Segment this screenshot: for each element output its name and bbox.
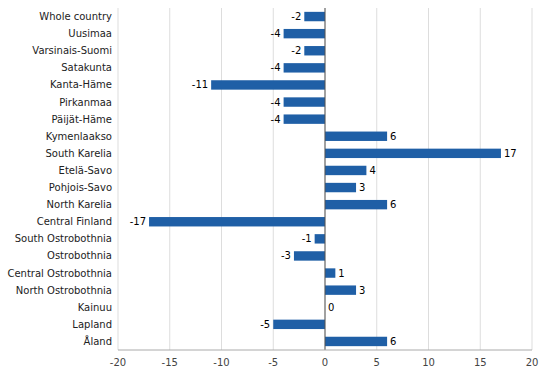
- data-label: 3: [359, 285, 365, 296]
- category-label: Varsinais-Suomi: [32, 45, 112, 56]
- data-label: 6: [390, 336, 396, 347]
- x-tick-label: 15: [474, 357, 487, 368]
- grid-line: [221, 8, 222, 350]
- data-label: -4: [271, 28, 281, 39]
- x-tick-label: -20: [110, 357, 126, 368]
- category-label: Kainuu: [78, 302, 112, 313]
- bar: [325, 166, 366, 175]
- grid: [118, 8, 532, 350]
- bar: [284, 29, 325, 38]
- x-tick-label: -5: [268, 357, 278, 368]
- x-tick-label: 20: [526, 357, 539, 368]
- data-label: -4: [271, 97, 281, 108]
- bar: [304, 46, 325, 55]
- data-label: 1: [338, 268, 344, 279]
- category-label: Whole country: [39, 11, 112, 22]
- data-label: -11: [192, 79, 208, 90]
- bar: [294, 251, 325, 260]
- category-label: Åland: [84, 335, 112, 347]
- grid-line: [532, 8, 533, 350]
- bar: [325, 268, 335, 277]
- category-label: South Ostrobothnia: [15, 233, 112, 244]
- bar: [284, 63, 325, 72]
- x-axis-line: [118, 350, 532, 351]
- bar: [325, 337, 387, 346]
- data-label: 0: [328, 302, 334, 313]
- category-label: Kymenlaakso: [46, 131, 112, 142]
- category-label: Pirkanmaa: [59, 97, 112, 108]
- grid-line: [480, 8, 481, 350]
- x-tick-label: -15: [162, 357, 178, 368]
- category-label: Etelä-Savo: [59, 165, 112, 176]
- bar: [325, 183, 356, 192]
- grid-line: [325, 8, 326, 350]
- bar: [284, 97, 325, 106]
- category-label: North Ostrobothnia: [16, 285, 112, 296]
- bar: [284, 114, 325, 123]
- category-label: Satakunta: [61, 62, 112, 73]
- category-label: North Karelia: [47, 199, 112, 210]
- data-label: -1: [302, 233, 312, 244]
- grid-line: [376, 8, 377, 350]
- category-label: Kanta-Häme: [50, 79, 112, 90]
- x-tick-label: 5: [374, 357, 380, 368]
- x-tick-label: -10: [213, 357, 229, 368]
- data-label: -4: [271, 114, 281, 125]
- bar: [304, 12, 325, 21]
- grid-line: [428, 8, 429, 350]
- bar: [325, 285, 356, 294]
- bar: [325, 149, 501, 158]
- category-label: South Karelia: [46, 148, 112, 159]
- data-label: -4: [271, 62, 281, 73]
- category-label: Uusimaa: [68, 28, 112, 39]
- zero-line: [325, 8, 326, 350]
- bar: [149, 217, 325, 226]
- data-label: -5: [260, 319, 270, 330]
- chart-container: -20-15-10-505101520Whole countryUusimaaV…: [0, 0, 546, 376]
- grid-line: [169, 8, 170, 350]
- category-label: Ostrobothnia: [47, 250, 112, 261]
- data-label: 4: [369, 165, 375, 176]
- category-label: Central Finland: [37, 216, 112, 227]
- data-label: -3: [281, 250, 291, 261]
- category-label: Päijät-Häme: [52, 114, 112, 125]
- bar: [325, 200, 387, 209]
- category-label: Central Ostrobothnia: [7, 268, 112, 279]
- data-label: -17: [130, 216, 146, 227]
- bar: [315, 234, 325, 243]
- chart-svg: -20-15-10-505101520Whole countryUusimaaV…: [0, 0, 546, 376]
- data-label: 6: [390, 131, 396, 142]
- bar: [211, 80, 325, 89]
- x-tick-label: 10: [422, 357, 435, 368]
- grid-line: [118, 8, 119, 350]
- data-label: -2: [291, 45, 301, 56]
- x-tick-label: 0: [322, 357, 328, 368]
- data-label: 6: [390, 199, 396, 210]
- data-label: -2: [291, 11, 301, 22]
- data-label: 17: [504, 148, 517, 159]
- grid-line: [273, 8, 274, 350]
- category-label: Lapland: [72, 319, 112, 330]
- bar: [273, 320, 325, 329]
- category-label: Pohjois-Savo: [49, 182, 112, 193]
- data-label: 3: [359, 182, 365, 193]
- bar: [325, 132, 387, 141]
